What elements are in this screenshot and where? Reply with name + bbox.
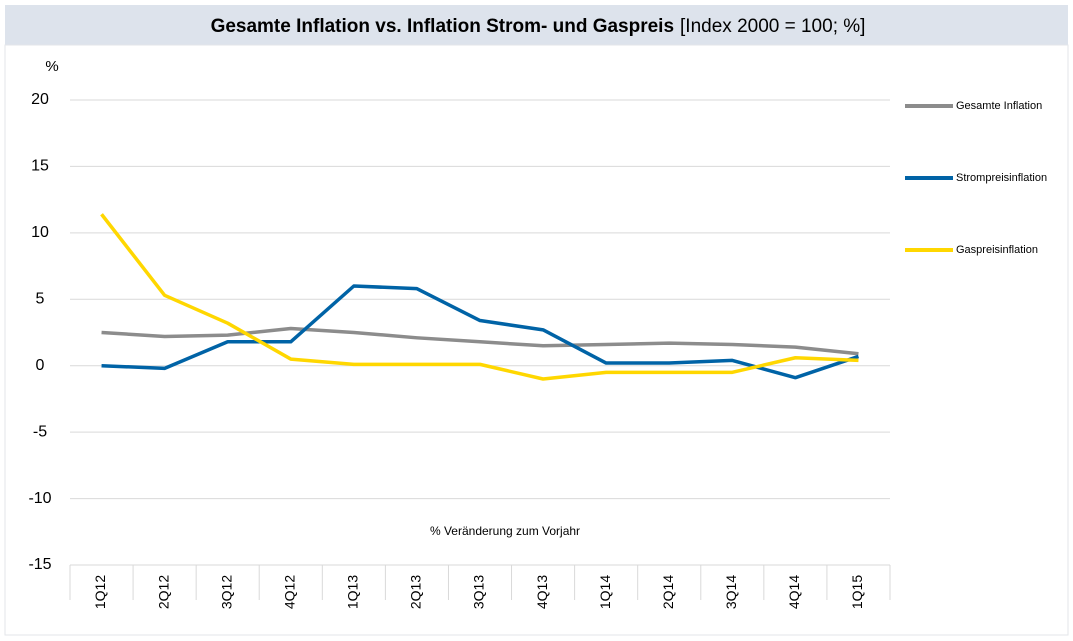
x-tick-label: 1Q13 bbox=[345, 575, 361, 609]
series-line bbox=[100, 213, 859, 381]
chart-subtitle: [Index 2000 = 100; %] bbox=[680, 16, 865, 37]
legend-label: Strompreisinflation bbox=[956, 172, 1047, 184]
y-tick-label: 5 bbox=[36, 291, 45, 308]
x-tick-label: 4Q13 bbox=[534, 575, 550, 609]
annotation: % Veränderung zum Vorjahr bbox=[430, 524, 580, 538]
x-tick-label: 2Q13 bbox=[408, 575, 424, 609]
series-line bbox=[101, 326, 859, 356]
x-tick-label: 3Q13 bbox=[471, 575, 487, 609]
chart-title: Gesamte Inflation vs. Inflation Strom- u… bbox=[211, 16, 674, 37]
x-tick-label: 3Q12 bbox=[218, 575, 234, 609]
x-tick-label: 3Q14 bbox=[723, 575, 739, 609]
legend-label: Gaspreisinflation bbox=[956, 244, 1038, 256]
x-tick-label: 1Q14 bbox=[597, 575, 613, 609]
y-tick-label: 15 bbox=[31, 158, 49, 175]
legend-label: Gesamte Inflation bbox=[956, 100, 1042, 112]
x-tick-label: 1Q12 bbox=[92, 575, 108, 609]
x-tick-label: 4Q14 bbox=[786, 575, 802, 609]
y-tick-label: 0 bbox=[36, 357, 45, 374]
x-tick-label: 2Q12 bbox=[155, 575, 171, 609]
title-bar bbox=[5, 5, 1068, 45]
y-tick-label: -10 bbox=[28, 490, 51, 507]
y-tick-label: -15 bbox=[28, 556, 51, 573]
x-tick-label: 2Q14 bbox=[660, 575, 676, 609]
y-tick-label: 20 bbox=[31, 91, 49, 108]
x-tick-label: 4Q12 bbox=[281, 575, 297, 609]
series-line bbox=[101, 284, 860, 380]
y-tick-label: -5 bbox=[33, 423, 47, 440]
chart-title-group: Gesamte Inflation vs. Inflation Strom- u… bbox=[211, 16, 866, 37]
y-axis-label: % bbox=[45, 58, 58, 75]
x-tick-label: 1Q15 bbox=[849, 575, 865, 609]
y-tick-label: 10 bbox=[31, 224, 49, 241]
frame bbox=[4, 44, 1069, 636]
